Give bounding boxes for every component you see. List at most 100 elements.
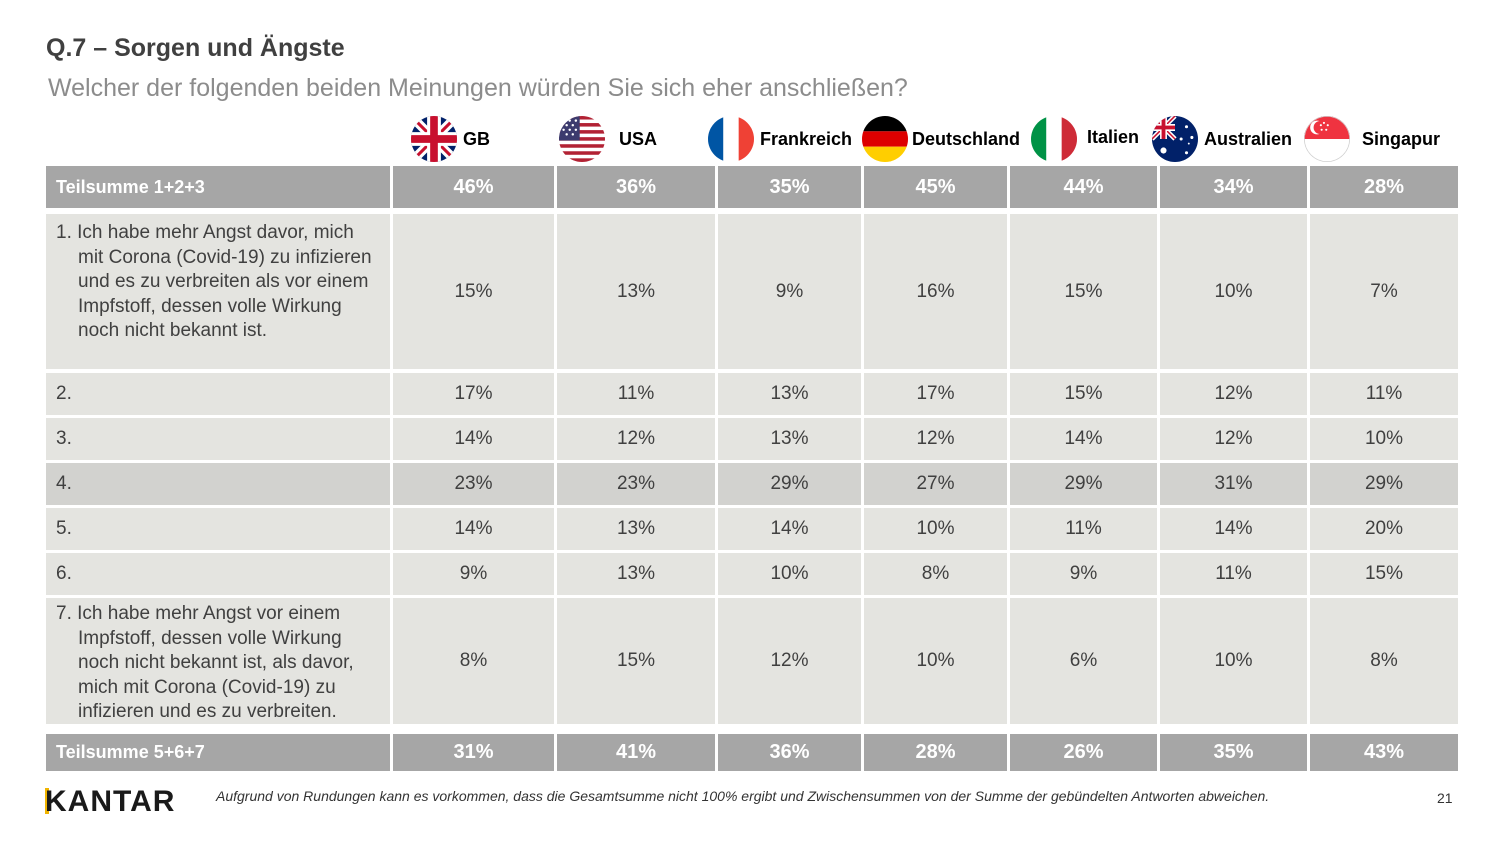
value-cell: 10%: [718, 553, 861, 595]
value-cell: 17%: [864, 373, 1007, 415]
row-label: 7. Ich habe mehr Angst vor einem Impfsto…: [46, 598, 390, 724]
country-name: USA: [619, 128, 658, 149]
country-deutschland: Deutschland: [862, 112, 1020, 166]
value-cell: 14%: [393, 508, 554, 550]
country-australien: Australien: [1152, 112, 1292, 166]
value-cell: 15%: [1010, 373, 1157, 415]
value-cell: 29%: [1010, 463, 1157, 505]
value-cell: 15%: [1310, 553, 1458, 595]
value-cell: 10%: [1310, 418, 1458, 460]
slide-title: Q.7 – Sorgen und Ängste: [46, 34, 345, 62]
table-row: 4. 23% 23% 29% 27% 29% 31% 29%: [46, 463, 1458, 505]
value-cell: 15%: [393, 214, 554, 369]
footnote: Aufgrund von Rundungen kann es vorkommen…: [216, 788, 1270, 804]
country-italien: Italien: [1031, 112, 1139, 166]
value-cell: 14%: [718, 508, 861, 550]
value-cell: 27%: [864, 463, 1007, 505]
value-cell: 23%: [557, 463, 715, 505]
value-cell: 7%: [1310, 214, 1458, 369]
country-frankreich: Frankreich: [708, 112, 852, 166]
logo-accent-bar: [45, 788, 49, 814]
value-cell: 36%: [718, 734, 861, 771]
italy-flag-icon: [1031, 116, 1077, 162]
singapore-flag-icon: [1304, 116, 1350, 162]
value-cell: 13%: [718, 418, 861, 460]
value-cell: 35%: [1160, 734, 1307, 771]
value-cell: 12%: [718, 598, 861, 724]
row-label: Teilsumme 5+6+7: [46, 734, 390, 771]
value-cell: 9%: [718, 214, 861, 369]
value-cell: 10%: [1160, 598, 1307, 724]
table-row: 2. 17% 11% 13% 17% 15% 12% 11%: [46, 373, 1458, 415]
value-cell: 9%: [1010, 553, 1157, 595]
value-cell: 11%: [557, 373, 715, 415]
page-number: 21: [1437, 790, 1453, 806]
france-flag-icon: [708, 116, 754, 162]
value-cell: 43%: [1310, 734, 1458, 771]
value-cell: 13%: [557, 553, 715, 595]
country-name: GB: [463, 128, 490, 149]
value-cell: 12%: [557, 418, 715, 460]
value-cell: 10%: [864, 508, 1007, 550]
value-cell: 11%: [1310, 373, 1458, 415]
row-label: 1. Ich habe mehr Angst davor, mich mit C…: [46, 214, 390, 369]
subtotal-row-bottom: Teilsumme 5+6+7 31% 41% 36% 28% 26% 35% …: [46, 734, 1458, 771]
table-row: 1. Ich habe mehr Angst davor, mich mit C…: [46, 214, 1458, 369]
value-cell: 45%: [864, 166, 1007, 208]
value-cell: 41%: [557, 734, 715, 771]
value-cell: 8%: [1310, 598, 1458, 724]
uk-flag-icon: [411, 116, 457, 162]
row-label: Teilsumme 1+2+3: [46, 166, 390, 208]
row-label: 6.: [46, 553, 390, 595]
value-cell: 29%: [1310, 463, 1458, 505]
value-cell: 23%: [393, 463, 554, 505]
kantar-logo: KANTAR: [45, 785, 176, 818]
country-header: GB USA Frankreich Deutschland Italien Au…: [0, 112, 1500, 166]
value-cell: 6%: [1010, 598, 1157, 724]
row-label: 5.: [46, 508, 390, 550]
value-cell: 12%: [864, 418, 1007, 460]
table-row: 6. 9% 13% 10% 8% 9% 11% 15%: [46, 553, 1458, 595]
value-cell: 8%: [864, 553, 1007, 595]
value-cell: 14%: [1010, 418, 1157, 460]
value-cell: 11%: [1010, 508, 1157, 550]
value-cell: 26%: [1010, 734, 1157, 771]
country-gb: GB: [411, 112, 490, 166]
country-name: Frankreich: [760, 128, 853, 149]
slide-subtitle: Welcher der folgenden beiden Meinungen w…: [48, 74, 908, 102]
value-cell: 12%: [1160, 418, 1307, 460]
australia-flag-icon: [1152, 116, 1198, 162]
value-cell: 46%: [393, 166, 554, 208]
value-cell: 9%: [393, 553, 554, 595]
value-cell: 10%: [1160, 214, 1307, 369]
value-cell: 13%: [718, 373, 861, 415]
value-cell: 29%: [718, 463, 861, 505]
country-name: Italien: [1087, 126, 1140, 147]
value-cell: 10%: [864, 598, 1007, 724]
row-label: 3.: [46, 418, 390, 460]
value-cell: 35%: [718, 166, 861, 208]
row-label: 2.: [46, 373, 390, 415]
value-cell: 16%: [864, 214, 1007, 369]
country-name: Australien: [1204, 128, 1293, 149]
table-row: 7. Ich habe mehr Angst vor einem Impfsto…: [46, 598, 1458, 724]
value-cell: 14%: [1160, 508, 1307, 550]
value-cell: 31%: [1160, 463, 1307, 505]
country-singapur: Singapur: [1304, 112, 1440, 166]
value-cell: 34%: [1160, 166, 1307, 208]
country-usa: USA: [559, 112, 657, 166]
value-cell: 15%: [557, 598, 715, 724]
value-cell: 28%: [864, 734, 1007, 771]
germany-flag-icon: [862, 116, 908, 162]
us-flag-icon: [559, 116, 605, 162]
value-cell: 36%: [557, 166, 715, 208]
value-cell: 11%: [1160, 553, 1307, 595]
value-cell: 17%: [393, 373, 554, 415]
table-row: 3. 14% 12% 13% 12% 14% 12% 10%: [46, 418, 1458, 460]
country-name: Singapur: [1362, 128, 1441, 149]
value-cell: 14%: [393, 418, 554, 460]
subtotal-row-top: Teilsumme 1+2+3 46% 36% 35% 45% 44% 34% …: [46, 166, 1458, 208]
value-cell: 28%: [1310, 166, 1458, 208]
country-name: Deutschland: [912, 128, 1021, 149]
value-cell: 20%: [1310, 508, 1458, 550]
